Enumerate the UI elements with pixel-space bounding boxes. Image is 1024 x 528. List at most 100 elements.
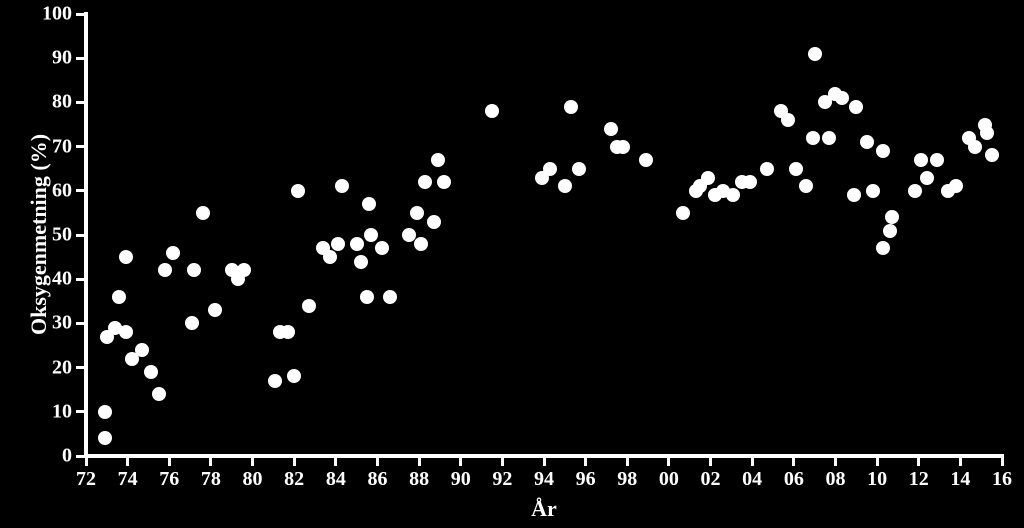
data-point xyxy=(808,47,822,61)
x-axis-title: År xyxy=(531,496,557,522)
data-point xyxy=(323,250,337,264)
x-tick xyxy=(85,456,88,466)
x-tick xyxy=(876,456,879,466)
x-tick xyxy=(667,456,670,466)
data-point xyxy=(185,316,199,330)
data-point xyxy=(119,250,133,264)
x-tick-label: 84 xyxy=(326,468,346,491)
x-tick xyxy=(418,456,421,466)
data-point xyxy=(360,290,374,304)
data-point xyxy=(564,100,578,114)
data-point xyxy=(287,369,301,383)
y-tick-label: 20 xyxy=(52,356,72,379)
y-tick-label: 40 xyxy=(52,268,72,291)
x-tick-label: 92 xyxy=(492,468,512,491)
x-tick xyxy=(501,456,504,466)
data-point xyxy=(152,387,166,401)
data-point xyxy=(822,131,836,145)
data-point xyxy=(112,290,126,304)
data-point xyxy=(876,241,890,255)
data-point xyxy=(335,179,349,193)
data-point xyxy=(98,431,112,445)
data-point xyxy=(789,162,803,176)
y-tick xyxy=(76,278,86,281)
data-point xyxy=(743,175,757,189)
data-point xyxy=(985,148,999,162)
data-point xyxy=(485,104,499,118)
x-tick-label: 98 xyxy=(617,468,637,491)
data-point xyxy=(835,91,849,105)
data-point xyxy=(402,228,416,242)
x-tick-label: 76 xyxy=(159,468,179,491)
data-point xyxy=(908,184,922,198)
data-point xyxy=(876,144,890,158)
x-tick-label: 16 xyxy=(992,468,1012,491)
data-point xyxy=(866,184,880,198)
data-point xyxy=(883,224,897,238)
x-tick xyxy=(1001,456,1004,466)
data-point xyxy=(806,131,820,145)
x-tick xyxy=(376,456,379,466)
y-tick xyxy=(76,13,86,16)
data-point xyxy=(616,140,630,154)
data-point xyxy=(701,171,715,185)
y-tick xyxy=(76,101,86,104)
data-point xyxy=(375,241,389,255)
data-point xyxy=(350,237,364,251)
data-point xyxy=(781,113,795,127)
x-tick xyxy=(584,456,587,466)
x-tick xyxy=(626,456,629,466)
x-tick-label: 04 xyxy=(742,468,762,491)
y-tick-label: 70 xyxy=(52,135,72,158)
data-point xyxy=(847,188,861,202)
data-point xyxy=(543,162,557,176)
x-tick-label: 02 xyxy=(701,468,721,491)
data-point xyxy=(760,162,774,176)
data-point xyxy=(418,175,432,189)
x-tick xyxy=(209,456,212,466)
data-point xyxy=(914,153,928,167)
x-tick xyxy=(168,456,171,466)
x-tick xyxy=(543,456,546,466)
x-tick xyxy=(293,456,296,466)
data-point xyxy=(604,122,618,136)
data-point xyxy=(281,325,295,339)
data-point xyxy=(187,263,201,277)
data-point xyxy=(639,153,653,167)
y-tick-label: 80 xyxy=(52,91,72,114)
x-tick xyxy=(834,456,837,466)
data-point xyxy=(291,184,305,198)
x-tick-label: 86 xyxy=(367,468,387,491)
x-tick xyxy=(751,456,754,466)
x-tick-label: 74 xyxy=(118,468,138,491)
x-tick xyxy=(959,456,962,466)
y-tick xyxy=(76,189,86,192)
x-tick xyxy=(126,456,129,466)
data-point xyxy=(980,126,994,140)
data-point xyxy=(364,228,378,242)
x-tick xyxy=(709,456,712,466)
data-point xyxy=(166,246,180,260)
x-tick-label: 06 xyxy=(784,468,804,491)
data-point xyxy=(885,210,899,224)
y-tick-label: 100 xyxy=(42,3,72,26)
y-axis-title: Oksygenmetning (%) xyxy=(26,134,52,335)
y-tick-label: 60 xyxy=(52,179,72,202)
data-point xyxy=(158,263,172,277)
y-tick xyxy=(76,57,86,60)
data-point xyxy=(98,405,112,419)
x-tick-label: 78 xyxy=(201,468,221,491)
x-tick-label: 80 xyxy=(243,468,263,491)
x-tick-label: 14 xyxy=(950,468,970,491)
x-tick-label: 10 xyxy=(867,468,887,491)
y-tick-label: 90 xyxy=(52,47,72,70)
data-point xyxy=(208,303,222,317)
data-point xyxy=(135,343,149,357)
x-tick xyxy=(334,456,337,466)
x-tick-label: 94 xyxy=(534,468,554,491)
x-tick xyxy=(251,456,254,466)
data-point xyxy=(237,263,251,277)
data-point xyxy=(949,179,963,193)
x-tick-label: 12 xyxy=(909,468,929,491)
x-tick xyxy=(459,456,462,466)
